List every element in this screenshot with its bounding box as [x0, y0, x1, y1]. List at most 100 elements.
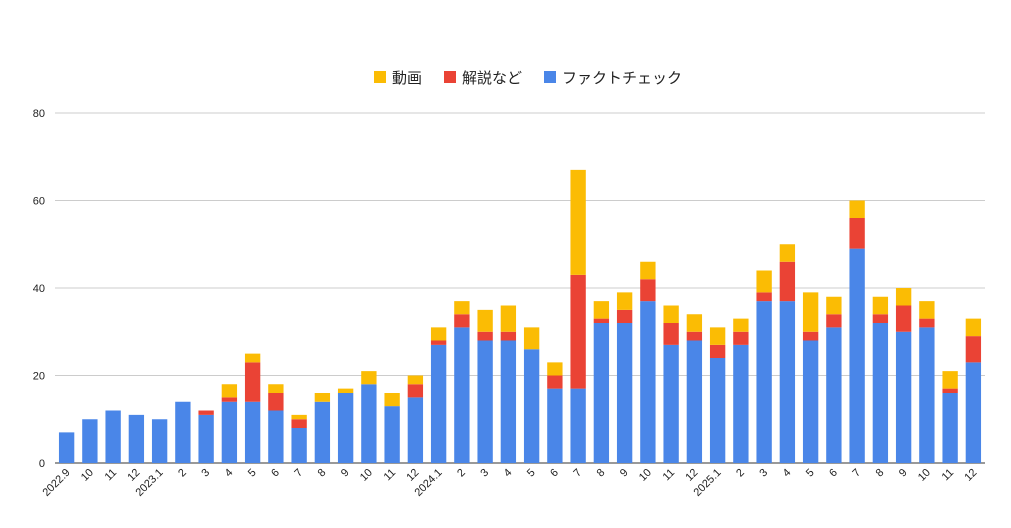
- legend-label: 動画: [392, 69, 422, 87]
- bar-segment-explanation: [570, 274, 586, 389]
- bar-segment-factcheck: [779, 301, 796, 463]
- x-tick-label: 8: [595, 467, 608, 480]
- x-tick-label: 10: [358, 467, 375, 484]
- legend-item: 解説など: [444, 69, 522, 87]
- x-tick-label: 4: [223, 467, 236, 480]
- legend-item: 動画: [374, 69, 422, 87]
- bar-segment-factcheck: [175, 401, 191, 463]
- bar-segment-explanation: [965, 336, 982, 363]
- bar-segment-factcheck: [500, 340, 517, 463]
- bar-segment-factcheck: [826, 327, 842, 463]
- bar-segment-explanation: [221, 397, 238, 402]
- bar-segment-video: [454, 301, 470, 315]
- legend-swatch: [544, 71, 556, 83]
- bar-segment-explanation: [849, 218, 865, 249]
- x-tick-label: 2022.9: [40, 467, 72, 499]
- bar-segment-factcheck: [570, 388, 586, 463]
- x-tick-label: 6: [269, 467, 282, 480]
- bar-segment-video: [895, 288, 912, 306]
- x-tick-label: 11: [940, 467, 957, 484]
- bar-segment-explanation: [198, 410, 214, 415]
- bar-segment-video: [500, 305, 517, 332]
- bar-segment-video: [709, 327, 726, 345]
- bar-segment-video: [337, 388, 354, 393]
- x-tick-label: 5: [804, 467, 817, 480]
- bar-segment-video: [942, 371, 958, 389]
- y-tick-label: 40: [33, 283, 45, 295]
- bar-segment-explanation: [268, 393, 284, 411]
- x-tick-label: 3: [199, 467, 212, 480]
- bar-segment-factcheck: [709, 358, 726, 463]
- bar-segment-explanation: [547, 375, 563, 389]
- x-tick-label: 12: [962, 467, 979, 484]
- bar-segment-factcheck: [128, 414, 145, 463]
- bar-segment-factcheck: [686, 340, 703, 463]
- bar-segment-factcheck: [802, 340, 819, 463]
- bar-segment-explanation: [663, 323, 679, 345]
- bar-segment-video: [244, 353, 261, 363]
- bar-segment-video: [779, 244, 796, 262]
- bar-segment-video: [756, 270, 772, 293]
- x-tick-label: 6: [827, 467, 840, 480]
- bar-segment-explanation: [709, 344, 726, 358]
- bar-segment-explanation: [686, 331, 703, 341]
- bar-segment-video: [919, 301, 935, 319]
- legend: 動画 解説など ファクトチェック: [374, 69, 682, 87]
- x-tick-label: 3: [478, 467, 491, 480]
- gridlines: [55, 112, 985, 464]
- bar-segment-factcheck: [895, 331, 912, 463]
- bar-segment-factcheck: [919, 327, 935, 463]
- legend-label: 解説など: [462, 69, 522, 87]
- bar-segment-factcheck: [640, 301, 656, 463]
- x-tick-label: 7: [571, 467, 584, 480]
- bar-segment-explanation: [616, 309, 633, 323]
- bar-segment-video: [314, 393, 331, 402]
- bar-segment-video: [616, 292, 633, 310]
- x-tick-label: 2: [734, 467, 747, 480]
- bar-segment-video: [407, 375, 424, 385]
- bar-segment-video: [849, 200, 865, 218]
- x-tick-label: 4: [781, 467, 794, 480]
- bar-segment-factcheck: [756, 301, 772, 463]
- bars: [58, 169, 982, 463]
- x-tick-label: 2: [176, 467, 189, 480]
- bar-segment-factcheck: [268, 410, 284, 463]
- x-tick-label: 12: [125, 467, 142, 484]
- bar-segment-factcheck: [105, 410, 121, 463]
- bar-segment-video: [361, 371, 377, 385]
- bar-segment-factcheck: [454, 327, 470, 463]
- bar-segment-explanation: [477, 331, 493, 341]
- legend-item: ファクトチェック: [544, 69, 682, 87]
- bar-segment-video: [872, 296, 889, 315]
- bar-segment-factcheck: [547, 388, 563, 463]
- x-tick-label: 7: [850, 467, 863, 480]
- bar-segment-explanation: [826, 314, 842, 328]
- bar-segment-explanation: [756, 292, 772, 302]
- x-tick-label: 3: [757, 467, 770, 480]
- bar-segment-video: [802, 292, 819, 332]
- bar-segment-explanation: [430, 340, 447, 345]
- bar-segment-video: [593, 301, 610, 319]
- x-tick-label: 4: [502, 467, 515, 480]
- bar-segment-explanation: [407, 384, 424, 398]
- bar-segment-factcheck: [663, 344, 679, 463]
- y-tick-label: 60: [33, 196, 45, 208]
- x-tick-label: 12: [683, 467, 700, 484]
- bar-segment-video: [547, 362, 563, 376]
- bar-segment-video: [523, 327, 540, 350]
- bar-segment-factcheck: [407, 397, 424, 463]
- bar-segment-video: [663, 305, 679, 323]
- x-tick-label: 9: [897, 467, 910, 480]
- bar-segment-factcheck: [872, 323, 889, 463]
- bar-segment-explanation: [779, 261, 796, 302]
- x-tick-label: 8: [874, 467, 887, 480]
- bar-segment-factcheck: [430, 344, 447, 463]
- bar-segment-factcheck: [965, 362, 982, 463]
- x-tick-label: 11: [661, 467, 678, 484]
- x-tick-label: 6: [548, 467, 561, 480]
- bar-segment-factcheck: [384, 406, 400, 463]
- bar-segment-video: [384, 393, 400, 407]
- bar-segment-factcheck: [221, 401, 238, 463]
